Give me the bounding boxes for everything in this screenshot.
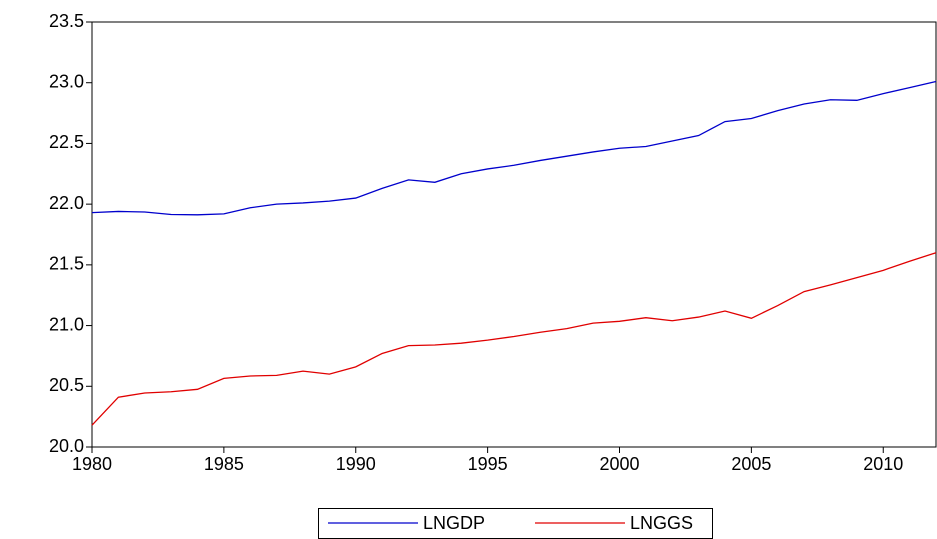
y-tick-label: 21.5	[49, 254, 84, 274]
x-tick-label: 2000	[599, 454, 639, 474]
x-tick-label: 2010	[863, 454, 903, 474]
x-tick-label: 1985	[204, 454, 244, 474]
legend-label: LNGGS	[630, 513, 693, 533]
x-tick-label: 1980	[72, 454, 112, 474]
y-tick-label: 20.5	[49, 375, 84, 395]
x-tick-label: 1990	[336, 454, 376, 474]
y-tick-label: 23.0	[49, 71, 84, 91]
series-line	[91, 252, 937, 426]
y-tick-label: 20.0	[49, 436, 84, 456]
y-tick-label: 21.0	[49, 314, 84, 334]
legend-label: LNGDP	[423, 513, 485, 533]
plot-frame	[91, 21, 937, 448]
y-tick-label: 23.5	[49, 11, 84, 31]
x-tick-label: 2005	[731, 454, 771, 474]
series-line	[91, 80, 937, 216]
x-tick-label: 1995	[468, 454, 508, 474]
y-tick-label: 22.5	[49, 132, 84, 152]
y-tick-label: 22.0	[49, 193, 84, 213]
